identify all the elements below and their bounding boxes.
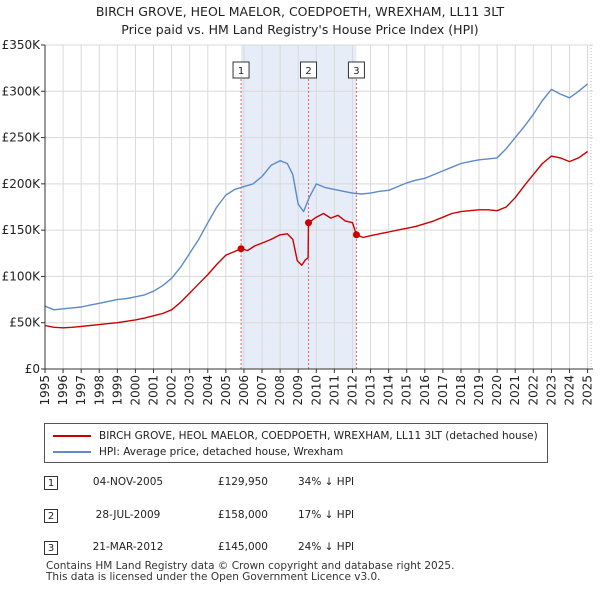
x-tick-label: 1999 (110, 375, 124, 406)
transaction-date: 21-MAR-2012 (92, 541, 164, 553)
sale-point (352, 231, 360, 239)
y-tick-label: £150K (2, 223, 42, 237)
transaction-marker: 2 (44, 509, 58, 523)
ownership-band (241, 45, 309, 369)
transaction-marker: 3 (44, 541, 58, 555)
transaction-row: 2 28-JUL-2009 £158,000 17% ↓ HPI (0, 505, 600, 529)
sale-marker-box (232, 61, 250, 79)
x-tick-label: 2008 (273, 375, 287, 406)
chart-title: BIRCH GROVE, HEOL MAELOR, COEDPOETH, WRE… (96, 4, 505, 19)
x-tick-label: 2016 (418, 375, 432, 406)
x-tick-label: 2005 (219, 375, 233, 406)
sale-point (305, 219, 313, 227)
x-tick-label: 2025 (581, 375, 595, 406)
price-chart: BIRCH GROVE, HEOL MAELOR, COEDPOETH, WRE… (2, 4, 595, 406)
x-tick-label: 2002 (165, 375, 179, 406)
x-tick-label: 2007 (255, 375, 269, 406)
x-tick-label: 2021 (508, 375, 522, 406)
sale-point (237, 245, 245, 253)
x-tick-label: 2015 (400, 375, 414, 406)
x-tick-label: 2011 (327, 375, 341, 406)
x-tick-label: 2014 (382, 375, 396, 406)
series-line (44, 150, 589, 329)
y-tick-label: £350K (2, 38, 42, 52)
footer-copyright: Contains HM Land Registry data © Crown c… (46, 560, 455, 572)
x-tick-label: 2001 (147, 375, 161, 406)
transaction-hpi: 17% ↓ HPI (298, 509, 355, 521)
x-tick-label: 1998 (92, 375, 106, 406)
x-tick-label: 2024 (562, 375, 576, 406)
chart-subtitle: Price paid vs. HM Land Registry's House … (121, 22, 478, 37)
x-tick-label: 2018 (454, 375, 468, 406)
series-line (44, 83, 589, 311)
transaction-price: £129,950 (217, 476, 268, 488)
sale-marker-label: 1 (238, 66, 244, 77)
y-tick-label: £200K (2, 177, 42, 191)
x-tick-label: 2013 (364, 375, 378, 406)
x-tick-label: 2006 (237, 375, 251, 406)
y-tick-label: £300K (2, 84, 42, 98)
x-tick-label: 2009 (291, 375, 305, 406)
x-tick-label: 2017 (436, 375, 450, 406)
legend: BIRCH GROVE, HEOL MAELOR, COEDPOETH, WRE… (44, 423, 548, 463)
sale-marker-box (300, 61, 318, 79)
x-tick-label: 2012 (345, 375, 359, 406)
x-tick-label: 2023 (544, 375, 558, 406)
legend-label-hpi: HPI: Average price, detached house, Wrex… (99, 446, 344, 458)
transaction-marker: 1 (44, 476, 58, 490)
footer: Contains HM Land Registry data © Crown c… (46, 561, 454, 583)
y-tick-label: £0 (25, 362, 40, 376)
x-tick-label: 2003 (183, 375, 197, 406)
transaction-date: 28-JUL-2009 (95, 509, 161, 521)
x-tick-label: 2020 (490, 375, 504, 406)
ownership-band (308, 45, 357, 369)
transaction-date: 04-NOV-2005 (92, 476, 164, 488)
x-tick-label: 1997 (74, 375, 88, 406)
transaction-hpi: 24% ↓ HPI (298, 541, 355, 553)
y-tick-label: £50K (9, 316, 41, 330)
y-tick-label: £250K (2, 131, 42, 145)
x-tick-label: 2019 (472, 375, 486, 406)
transaction-price: £158,000 (217, 509, 268, 521)
sale-marker-box (347, 61, 365, 79)
legend-line-property (53, 435, 91, 437)
x-tick-label: 2004 (201, 375, 215, 406)
legend-line-hpi (53, 451, 91, 453)
sale-marker-label: 2 (305, 66, 311, 77)
transaction-row: 3 21-MAR-2012 £145,000 24% ↓ HPI (0, 537, 600, 561)
x-tick-label: 1996 (56, 375, 70, 406)
transaction-row: 1 04-NOV-2005 £129,950 34% ↓ HPI (0, 472, 600, 496)
transaction-price: £145,000 (217, 541, 268, 553)
footer-licence: This data is licensed under the Open Gov… (46, 571, 381, 583)
x-tick-label: 2022 (526, 375, 540, 406)
x-tick-label: 1995 (38, 375, 52, 406)
x-tick-label: 2010 (309, 375, 323, 406)
sale-marker-label: 3 (353, 66, 359, 77)
x-tick-label: 2000 (128, 375, 142, 406)
legend-label-property: BIRCH GROVE, HEOL MAELOR, COEDPOETH, WRE… (99, 430, 538, 442)
transaction-hpi: 34% ↓ HPI (298, 476, 355, 488)
y-tick-label: £100K (2, 269, 42, 283)
